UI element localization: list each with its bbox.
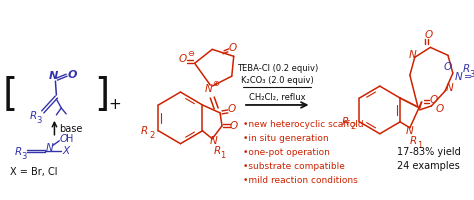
Text: X = Br, Cl: X = Br, Cl — [10, 166, 58, 176]
Text: N: N — [455, 72, 463, 82]
Text: ⊕: ⊕ — [213, 79, 219, 88]
Text: •substrate compatible: •substrate compatible — [243, 162, 345, 171]
Text: O: O — [228, 104, 236, 114]
Text: TEBA-Cl (0.2 equiv): TEBA-Cl (0.2 equiv) — [237, 64, 318, 73]
Text: X: X — [63, 146, 70, 156]
Text: O: O — [435, 104, 443, 114]
Text: •new heterocyclic scaffold: •new heterocyclic scaffold — [243, 120, 364, 129]
Text: N: N — [210, 136, 217, 146]
Text: +: + — [109, 97, 121, 112]
Text: •one-pot operation: •one-pot operation — [243, 148, 330, 157]
Text: N: N — [204, 84, 212, 94]
Text: R: R — [213, 146, 221, 156]
Text: O: O — [444, 62, 452, 72]
Text: O: O — [429, 95, 438, 105]
Text: base: base — [59, 124, 83, 134]
Text: N: N — [446, 83, 454, 93]
Text: R: R — [15, 147, 22, 157]
Text: 3: 3 — [470, 70, 474, 79]
Text: N: N — [49, 71, 58, 81]
Text: R: R — [342, 117, 349, 127]
Text: R: R — [463, 64, 470, 74]
Text: •mild reaction conditions: •mild reaction conditions — [243, 176, 358, 185]
Text: =: = — [465, 72, 473, 82]
Text: 2: 2 — [350, 122, 356, 131]
Text: ⊖: ⊖ — [187, 49, 194, 58]
Text: N: N — [46, 143, 54, 153]
Text: O: O — [228, 43, 237, 53]
Text: O: O — [424, 30, 432, 40]
Text: H: H — [66, 134, 74, 144]
Text: ]: ] — [95, 76, 110, 114]
Text: R: R — [410, 136, 418, 146]
Text: O: O — [59, 134, 67, 144]
Text: 24 examples: 24 examples — [397, 161, 460, 171]
Text: R: R — [141, 126, 148, 136]
Text: CH₂Cl₂, reflux: CH₂Cl₂, reflux — [249, 93, 306, 102]
Text: 2: 2 — [149, 131, 154, 140]
Text: O: O — [179, 54, 187, 64]
Text: N: N — [406, 126, 414, 136]
Text: 1: 1 — [220, 151, 226, 160]
Text: R: R — [29, 111, 36, 121]
Text: K₂CO₃ (2.0 equiv): K₂CO₃ (2.0 equiv) — [241, 76, 314, 85]
Text: 1: 1 — [417, 141, 422, 150]
Text: 3: 3 — [36, 116, 42, 125]
Text: 17-83% yield: 17-83% yield — [397, 147, 461, 157]
Text: •in situ generation: •in situ generation — [243, 134, 328, 143]
Text: O: O — [67, 70, 77, 80]
Text: [: [ — [3, 76, 18, 114]
Text: 3: 3 — [21, 152, 27, 161]
Text: N: N — [409, 50, 417, 60]
Text: O: O — [230, 121, 238, 131]
